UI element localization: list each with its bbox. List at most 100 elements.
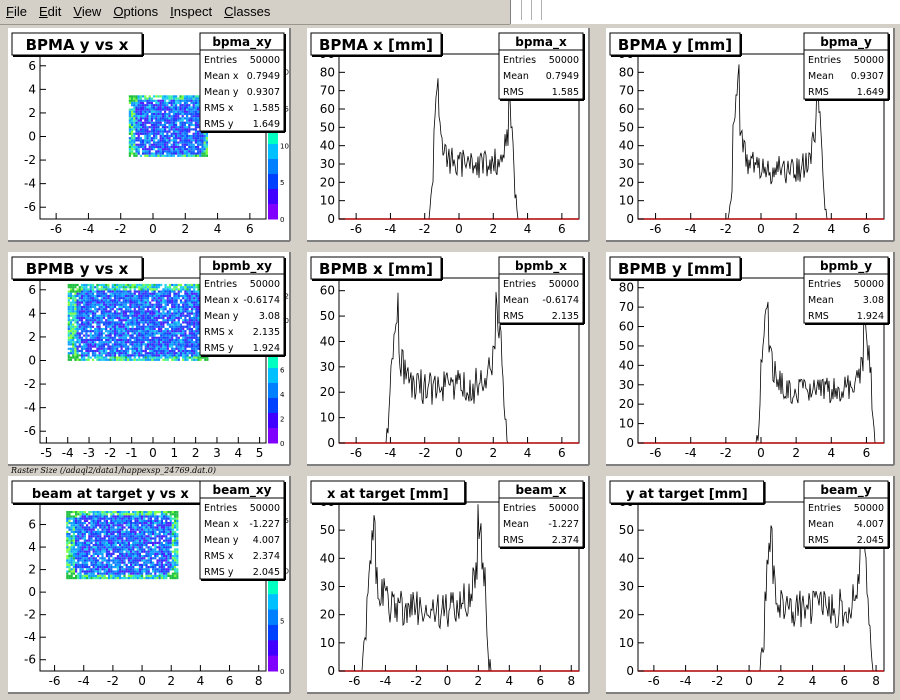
- heatmap-cell: [112, 577, 115, 580]
- heatmap-cell: [155, 115, 158, 118]
- heatmap-cell: [70, 537, 73, 540]
- heatmap-cell: [124, 354, 128, 357]
- heatmap-cell: [171, 308, 174, 311]
- heatmap-cell: [138, 292, 141, 295]
- heatmap-cell: [199, 358, 202, 361]
- heatmap-cell: [133, 115, 136, 118]
- heatmap-cell: [105, 288, 108, 291]
- heatmap-cell: [132, 511, 135, 514]
- heatmap-cell: [124, 327, 128, 331]
- heatmap-cell: [68, 513, 71, 516]
- heatmap-cell: [163, 535, 166, 538]
- menu-options[interactable]: Options: [107, 0, 164, 24]
- heatmap-cell: [171, 305, 174, 309]
- heatmap-cell: [135, 139, 138, 142]
- heatmap-cell: [77, 572, 80, 575]
- menu-inspect-label: nspect: [173, 4, 213, 19]
- heatmap-cell: [175, 137, 178, 140]
- heatmap-cell: [74, 303, 77, 306]
- menu-classes[interactable]: Classes: [218, 0, 276, 24]
- heatmap-cell: [134, 544, 137, 547]
- heatmap-cell: [135, 152, 138, 155]
- heatmap-cell: [186, 323, 189, 326]
- menu-inspect[interactable]: Inspect: [164, 0, 218, 24]
- heatmap-cell: [110, 528, 113, 531]
- stats-label: RMS: [808, 311, 829, 322]
- heatmap-cell: [133, 330, 136, 333]
- heatmap-cell: [133, 106, 136, 109]
- heatmap-cell: [155, 128, 158, 131]
- pad-8[interactable]: -6-4-2024680102030405060x at target [mm]…: [307, 476, 590, 694]
- heatmap-cell: [108, 546, 111, 549]
- heatmap-cell: [113, 305, 117, 309]
- heatmap-cell: [105, 292, 108, 295]
- heatmap-cell: [190, 112, 193, 116]
- heatmap-cell: [131, 152, 134, 155]
- heatmap-cell: [92, 555, 95, 558]
- heatmap-cell: [155, 319, 158, 322]
- stats-label: Mean y: [204, 87, 239, 98]
- pad-2[interactable]: -6-4-202460102030405060708090BPMA x [mm]…: [307, 28, 590, 242]
- heatmap-cell: [184, 321, 187, 324]
- heatmap-cell: [121, 550, 124, 553]
- heatmap-cell: [174, 526, 177, 529]
- heatmap-cell: [81, 555, 84, 558]
- heatmap-cell: [92, 513, 95, 516]
- heatmap-cell: [194, 97, 197, 100]
- heatmap-cell: [97, 544, 100, 547]
- heatmap-cell: [131, 115, 134, 118]
- heatmap-cell: [101, 555, 104, 558]
- heatmap-cell: [192, 97, 195, 100]
- heatmap-cell: [166, 341, 169, 344]
- menu-file[interactable]: File: [0, 0, 33, 24]
- heatmap-cell: [179, 345, 183, 348]
- heatmap-cell: [133, 126, 136, 129]
- heatmap-cell: [96, 334, 99, 337]
- heatmap-cell: [168, 343, 172, 346]
- heatmap-cell: [142, 290, 145, 293]
- pad-4[interactable]: 024681012-5-4-3-2-1012345-6-4-20246BPMB …: [8, 252, 291, 466]
- heatmap-cell: [133, 283, 136, 287]
- heatmap-cell: [116, 321, 119, 324]
- heatmap-cell: [157, 301, 161, 304]
- heatmap-cell: [138, 570, 141, 573]
- heatmap-cell: [165, 548, 168, 551]
- heatmap-cell: [85, 303, 88, 306]
- heatmap-cell: [149, 286, 152, 289]
- heatmap-cell: [166, 106, 169, 109]
- pad-3[interactable]: -6-4-202460102030405060708090BPMA y [mm]…: [606, 28, 895, 242]
- heatmap-cell: [128, 154, 131, 157]
- heatmap-cell: [165, 572, 168, 575]
- heatmap-cell: [176, 570, 179, 573]
- heatmap-cell: [66, 546, 69, 549]
- heatmap-cell: [133, 312, 136, 315]
- heatmap-cell: [138, 563, 141, 566]
- heatmap-cell: [88, 537, 91, 540]
- heatmap-cell: [171, 341, 174, 344]
- menu-view[interactable]: View: [67, 0, 107, 24]
- heatmap-cell: [184, 334, 187, 337]
- heatmap-cell: [188, 294, 191, 298]
- heatmap-cell: [74, 301, 77, 304]
- heatmap-cell: [197, 137, 200, 140]
- menu-edit[interactable]: Edit: [33, 0, 67, 24]
- heatmap-cell: [133, 110, 136, 113]
- heatmap-cell: [129, 356, 132, 359]
- heatmap-cell: [118, 299, 121, 302]
- heatmap-cell: [158, 528, 161, 531]
- heatmap-cell: [205, 141, 208, 144]
- heatmap-cell: [154, 519, 157, 522]
- heatmap-cell: [181, 128, 184, 131]
- heatmap-cell: [130, 526, 133, 529]
- pad-9[interactable]: -6-4-2024680102030405060y at target [mm]…: [606, 476, 895, 694]
- heatmap-cell: [143, 563, 146, 566]
- heatmap-cell: [100, 283, 103, 287]
- heatmap-cell: [193, 323, 196, 326]
- heatmap-cell: [173, 303, 176, 306]
